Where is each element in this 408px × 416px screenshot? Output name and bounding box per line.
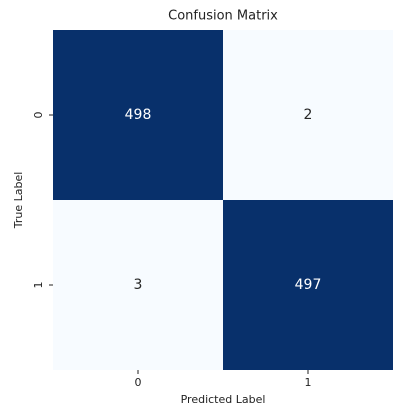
heatmap-cell — [223, 30, 393, 200]
x-tick-label: 0 — [135, 376, 142, 389]
y-axis-label: True Label — [12, 172, 25, 230]
cell-label: 497 — [295, 277, 322, 293]
heatmap-cell — [53, 30, 223, 200]
y-tick-label: 1 — [32, 282, 45, 289]
x-axis-label: Predicted Label — [181, 393, 266, 406]
cell-label: 2 — [304, 107, 313, 123]
cell-label: 3 — [134, 277, 143, 293]
heatmap-cell — [223, 200, 393, 370]
heatmap-cell — [53, 200, 223, 370]
chart-title: Confusion Matrix — [168, 9, 278, 24]
cell-label: 498 — [125, 107, 152, 123]
y-tick-label: 0 — [32, 112, 45, 119]
x-tick-label: 1 — [305, 376, 312, 389]
